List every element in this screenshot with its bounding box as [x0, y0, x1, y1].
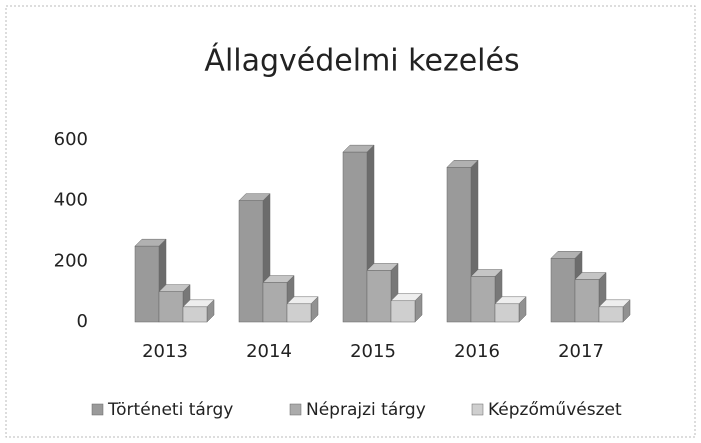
bar: [286, 303, 312, 323]
bar: [158, 291, 184, 323]
chart-title: Állagvédelmi kezelés: [204, 43, 519, 79]
bar: [182, 306, 208, 323]
x-tick-label: 2015: [350, 341, 396, 362]
bar: [470, 276, 496, 323]
bar: [494, 303, 520, 323]
bar: [342, 151, 368, 323]
y-tick-label: 200: [54, 250, 88, 271]
x-tick-label: 2016: [454, 341, 500, 362]
bar: [366, 270, 392, 323]
bar: [134, 245, 160, 323]
bar: [598, 306, 624, 323]
bar: [446, 167, 472, 323]
bar: [262, 282, 288, 323]
legend-label: Néprajzi tárgy: [306, 400, 426, 420]
legend-swatch: [289, 403, 302, 416]
bar: [550, 258, 576, 323]
y-tick-label: 400: [54, 190, 88, 211]
bar: [574, 279, 600, 323]
legend-label: Történeti tárgy: [107, 400, 233, 420]
y-tick-label: 600: [54, 129, 88, 150]
x-tick-label: 2013: [142, 341, 188, 362]
bar: [390, 300, 416, 323]
bar: [238, 200, 264, 323]
legend-label: Képzőművészet: [488, 400, 622, 420]
x-tick-label: 2014: [246, 341, 292, 362]
y-tick-label: 0: [77, 311, 88, 332]
legend-swatch: [91, 403, 104, 416]
x-tick-label: 2017: [558, 341, 604, 362]
legend-swatch: [471, 403, 484, 416]
